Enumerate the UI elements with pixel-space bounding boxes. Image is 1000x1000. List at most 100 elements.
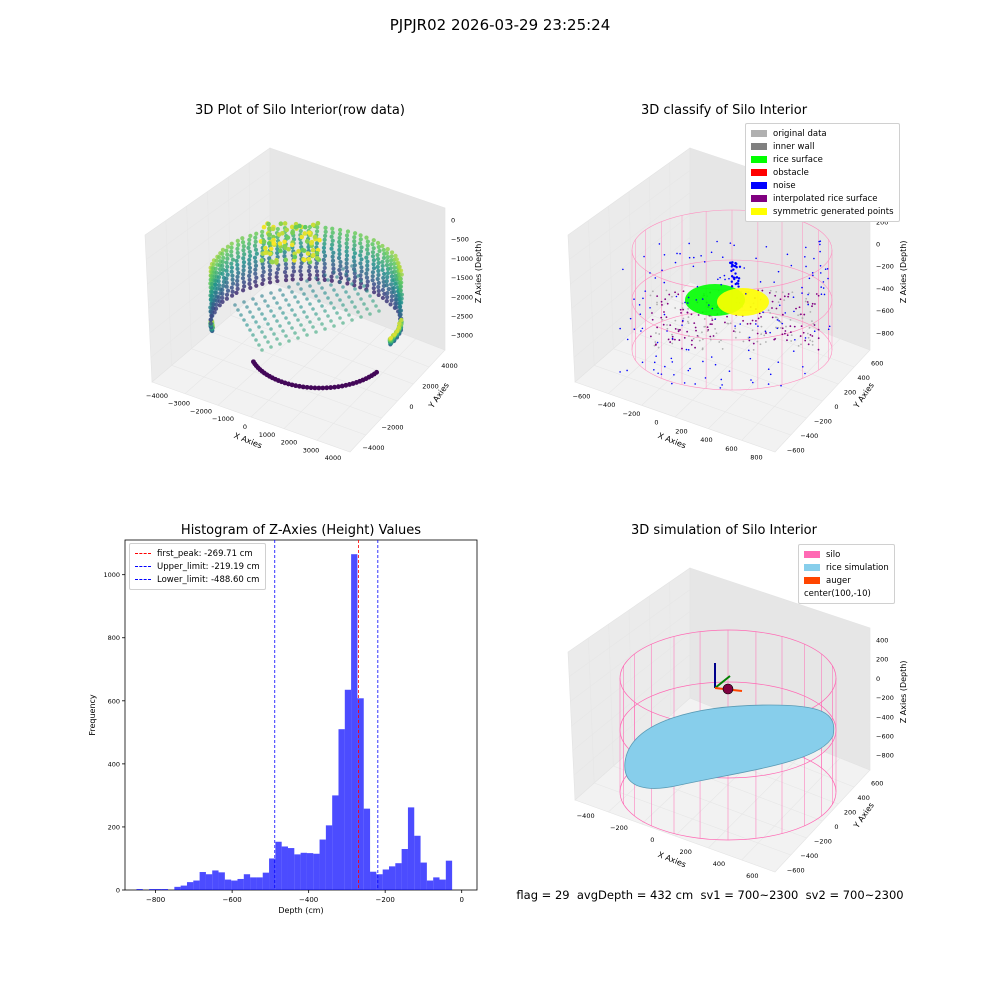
cls-noise-point bbox=[649, 307, 651, 309]
cls-point bbox=[760, 325, 763, 328]
raw-point bbox=[275, 226, 280, 232]
raw-point bbox=[320, 304, 324, 308]
raw-point bbox=[260, 312, 264, 316]
raw-point bbox=[389, 258, 394, 263]
raw-point bbox=[267, 256, 272, 261]
raw-point bbox=[290, 308, 294, 312]
cls-noise-point bbox=[748, 336, 751, 339]
cls-point bbox=[711, 323, 713, 326]
raw-point bbox=[293, 224, 299, 230]
raw-point bbox=[287, 339, 291, 343]
cls-noise-point bbox=[826, 268, 829, 270]
raw-point bbox=[344, 261, 349, 266]
raw-point bbox=[290, 273, 295, 278]
raw-point bbox=[308, 284, 312, 288]
cls-noise-point bbox=[819, 264, 822, 267]
raw-point bbox=[247, 237, 252, 242]
cls-noise-point bbox=[807, 303, 809, 306]
cls-noise-point bbox=[769, 331, 771, 334]
raw-point bbox=[290, 230, 295, 236]
cls-noise-point bbox=[657, 372, 659, 375]
raw-point bbox=[323, 233, 328, 238]
legend-label: original data bbox=[773, 128, 827, 139]
raw-point bbox=[230, 273, 235, 278]
cls-point bbox=[660, 300, 663, 303]
histogram-bar bbox=[344, 689, 352, 890]
cls-point bbox=[665, 316, 668, 318]
histogram-bar bbox=[275, 841, 282, 890]
raw-point bbox=[388, 302, 393, 307]
cls-point bbox=[746, 322, 749, 325]
cls-point bbox=[805, 297, 808, 300]
cls-point bbox=[721, 348, 724, 350]
raw-point bbox=[257, 307, 261, 311]
raw-point bbox=[213, 282, 218, 287]
histogram-plot-area bbox=[124, 539, 478, 891]
sim-ztick-label: −600 bbox=[876, 732, 894, 740]
cls-noise-point bbox=[737, 279, 740, 283]
raw-point bbox=[299, 305, 303, 309]
cls-noise-point bbox=[694, 383, 696, 385]
raw-point bbox=[261, 239, 267, 244]
cls-point bbox=[694, 326, 697, 329]
raw-point bbox=[302, 257, 307, 263]
raw-point bbox=[266, 221, 271, 227]
histogram-bar bbox=[224, 879, 232, 890]
cls-noise-point bbox=[626, 338, 629, 341]
cls-point bbox=[709, 323, 712, 326]
cls-noise-point bbox=[732, 268, 735, 271]
legend-entry: inner wall bbox=[751, 140, 894, 153]
raw-point bbox=[267, 280, 273, 285]
raw-point bbox=[371, 286, 376, 291]
raw-point bbox=[344, 253, 350, 258]
raw-point bbox=[335, 384, 341, 390]
raw-point bbox=[370, 274, 375, 279]
legend-swatch bbox=[751, 208, 767, 215]
raw-point bbox=[322, 253, 328, 258]
cls-point bbox=[666, 327, 669, 330]
sim-center-marker bbox=[722, 683, 734, 695]
raw-point bbox=[267, 251, 273, 257]
histogram-bar bbox=[205, 874, 213, 890]
cls-point bbox=[704, 325, 707, 328]
cls-noise-point bbox=[827, 328, 830, 331]
legend-line-sample bbox=[135, 553, 151, 554]
raw-point bbox=[216, 295, 221, 300]
raw-point bbox=[281, 329, 285, 333]
sim-xtick-label: 0 bbox=[650, 836, 654, 844]
raw-point bbox=[331, 266, 336, 271]
cls-noise-point bbox=[643, 255, 645, 258]
raw-point bbox=[356, 310, 360, 314]
raw-xtick-label: −2000 bbox=[190, 407, 212, 415]
raw-point bbox=[220, 271, 225, 277]
raw-point bbox=[241, 260, 247, 265]
cls-noise-point bbox=[679, 252, 681, 255]
histogram-bar bbox=[269, 858, 276, 890]
raw-point bbox=[359, 269, 364, 274]
cls-noise-point bbox=[640, 330, 642, 332]
raw-point bbox=[284, 265, 289, 271]
raw-point bbox=[398, 288, 403, 293]
histogram-title: Histogram of Z-Axies (Height) Values bbox=[180, 523, 422, 538]
cls-noise-point bbox=[660, 373, 663, 375]
histogram-ytick-label: 800 bbox=[108, 634, 120, 642]
cls-noise-point bbox=[685, 348, 688, 351]
cls-point bbox=[763, 334, 766, 337]
raw-point bbox=[216, 275, 222, 280]
cls-point bbox=[804, 300, 807, 303]
raw-point bbox=[341, 267, 345, 271]
cls-point bbox=[668, 293, 671, 296]
legend-label: auger bbox=[826, 575, 851, 586]
cls-point bbox=[651, 318, 654, 321]
raw-point bbox=[329, 319, 333, 323]
cls-noise-point bbox=[793, 310, 795, 313]
raw-point bbox=[375, 240, 381, 246]
raw-point bbox=[376, 260, 381, 266]
cls-point bbox=[768, 291, 771, 294]
raw-point bbox=[254, 231, 259, 236]
cls-noise-point bbox=[730, 269, 733, 273]
cls-point bbox=[790, 334, 793, 337]
cls-point bbox=[661, 318, 664, 321]
histogram-bar bbox=[433, 877, 440, 890]
cls-noise-point bbox=[801, 365, 804, 368]
